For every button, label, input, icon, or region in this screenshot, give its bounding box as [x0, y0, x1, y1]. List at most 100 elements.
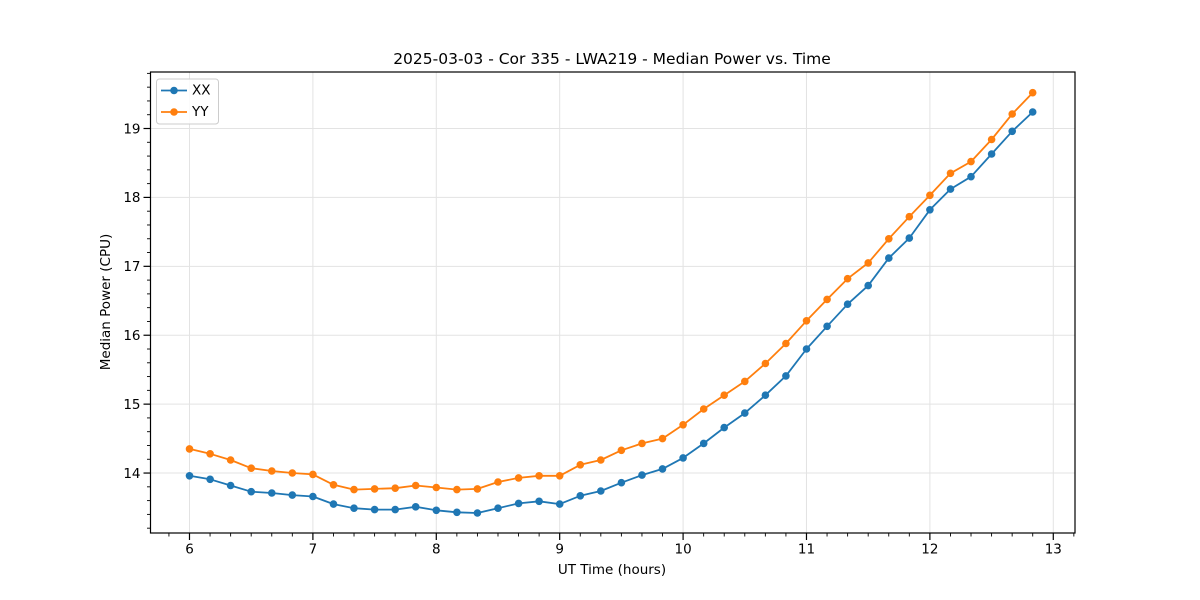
data-point-YY — [987, 135, 996, 144]
data-point-XX — [535, 497, 543, 506]
data-point-XX — [1028, 108, 1037, 116]
data-point-YY — [926, 191, 934, 200]
chart-title: 2025-03-03 - Cor 335 - LWA219 - Median P… — [393, 50, 831, 68]
data-point-YY — [411, 481, 420, 490]
data-point-XX — [926, 206, 934, 214]
data-point-XX — [411, 503, 420, 511]
x-tick-label: 9 — [555, 542, 564, 558]
y-tick-label: 19 — [123, 121, 140, 137]
y-tick-label: 14 — [123, 466, 140, 482]
data-point-XX — [329, 500, 338, 508]
data-point-YY — [1008, 110, 1016, 118]
data-point-YY — [885, 235, 893, 243]
data-point-XX — [309, 492, 317, 501]
data-point-YY — [494, 478, 502, 486]
data-point-YY — [535, 472, 543, 480]
data-point-XX — [638, 471, 646, 479]
data-point-XX — [658, 465, 667, 473]
data-point-YY — [288, 469, 297, 477]
legend: XX YY — [156, 78, 219, 125]
data-point-XX — [473, 509, 482, 517]
data-point-XX — [268, 489, 276, 497]
data-point-YY — [453, 485, 461, 494]
y-tick-label: 17 — [123, 259, 140, 275]
data-point-YY — [699, 405, 708, 413]
data-point-YY — [514, 474, 523, 482]
data-point-YY — [350, 485, 358, 494]
x-tick-label: 6 — [185, 542, 194, 558]
axis-ticks — [143, 72, 1075, 540]
data-point-YY — [864, 259, 872, 267]
data-point-XX — [391, 505, 400, 514]
data-point-XX — [206, 475, 214, 484]
data-point-XX — [885, 254, 893, 262]
data-point-YY — [391, 484, 400, 493]
data-point-XX — [247, 487, 255, 496]
data-point-XX — [576, 492, 585, 500]
data-point-XX — [720, 423, 728, 432]
y-tick-label: 15 — [123, 397, 140, 413]
data-point-YY — [905, 212, 914, 221]
data-point-XX — [967, 172, 975, 181]
data-point-YY — [597, 456, 605, 464]
data-point-XX — [823, 322, 831, 331]
x-tick-label: 7 — [309, 542, 318, 558]
data-point-XX — [226, 481, 235, 490]
data-point-YY — [185, 445, 194, 453]
x-tick-label: 10 — [674, 542, 691, 558]
data-point-XX — [802, 345, 811, 353]
data-point-YY — [720, 391, 728, 400]
x-axis-label: UT Time (hours) — [558, 562, 666, 578]
data-point-YY — [226, 456, 235, 464]
data-point-YY — [370, 485, 379, 493]
data-point-XX — [350, 504, 358, 512]
data-point-YY — [268, 467, 276, 475]
x-tick-label: 12 — [921, 542, 938, 558]
x-tick-label: 13 — [1045, 542, 1062, 558]
data-point-YY — [576, 461, 585, 469]
data-point-XX — [432, 506, 441, 515]
data-point-YY — [782, 339, 790, 348]
data-point-YY — [432, 483, 441, 492]
data-point-YY — [761, 359, 770, 368]
series-line-XX — [189, 111, 1034, 514]
legend-marker-XX — [170, 86, 178, 95]
data-point-YY — [802, 317, 811, 325]
data-point-YY — [617, 446, 626, 455]
legend-label-YY: YY — [191, 104, 209, 120]
data-point-XX — [864, 281, 872, 290]
data-point-YY — [638, 439, 646, 448]
y-tick-label: 18 — [123, 190, 140, 206]
data-point-XX — [782, 372, 790, 380]
x-tick-label: 8 — [432, 542, 441, 558]
data-point-XX — [370, 505, 379, 514]
y-tick-label: 16 — [123, 328, 140, 344]
y-axis-label: Median Power (CPU) — [98, 234, 114, 370]
data-point-YY — [329, 481, 338, 489]
data-point-XX — [555, 500, 564, 508]
data-point-XX — [288, 491, 297, 499]
data-point-YY — [843, 274, 852, 283]
gridlines — [150, 72, 1075, 533]
data-point-YY — [679, 421, 687, 429]
legend-marker-YY — [170, 108, 178, 116]
data-point-XX — [453, 508, 461, 517]
data-point-YY — [1028, 88, 1037, 97]
data-point-YY — [967, 157, 975, 166]
data-point-XX — [1008, 127, 1016, 136]
data-point-XX — [699, 439, 708, 448]
data-point-XX — [185, 472, 194, 480]
legend-label-XX: XX — [192, 83, 211, 99]
data-point-YY — [946, 169, 955, 178]
data-point-XX — [843, 300, 852, 309]
data-point-YY — [555, 472, 564, 480]
data-point-XX — [741, 409, 749, 417]
data-point-XX — [679, 454, 687, 462]
data-point-XX — [761, 391, 770, 400]
data-point-YY — [658, 434, 667, 443]
data-point-XX — [494, 504, 502, 512]
data-point-XX — [905, 234, 914, 242]
plot-border — [149, 71, 1076, 534]
